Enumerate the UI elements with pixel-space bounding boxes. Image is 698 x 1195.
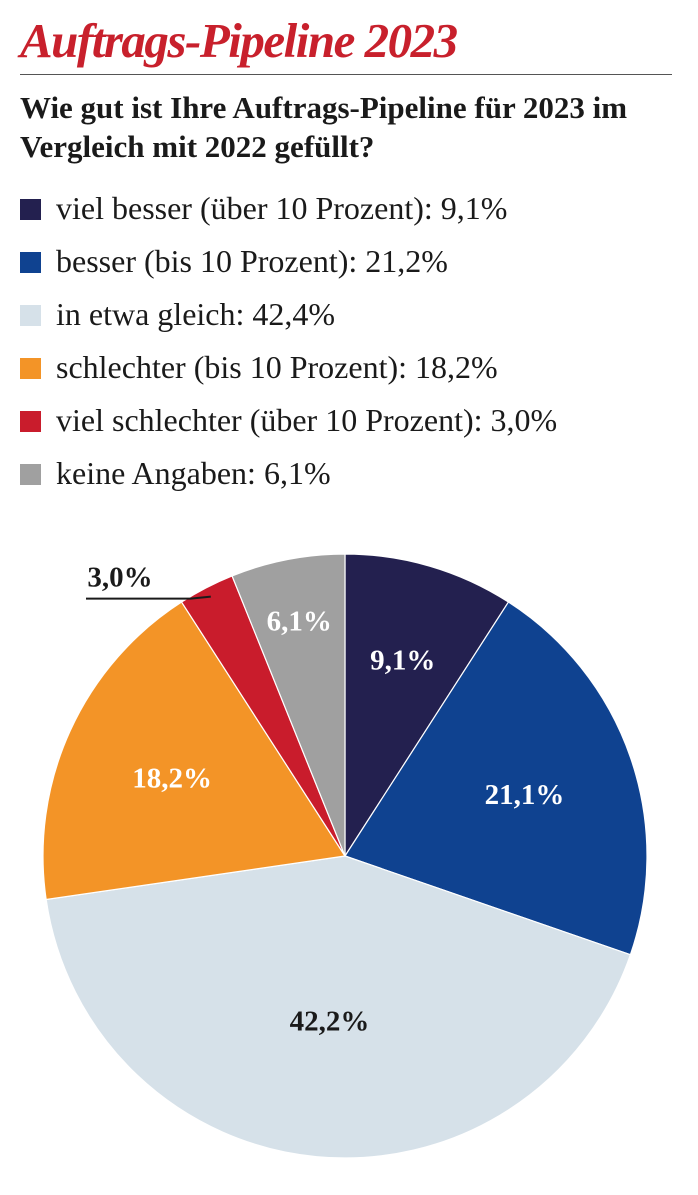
slice-label: 6,1%: [267, 605, 332, 637]
legend-label: keine Angaben: 6,1%: [56, 455, 331, 491]
pie-slice-besser-1: [344, 601, 648, 956]
leader-line: [86, 595, 211, 600]
chart-subtitle: Wie gut ist Ihre Auftrags-Pipeline für 2…: [20, 90, 628, 164]
pie-slice-in-2: [45, 855, 632, 1159]
chart-title: Auftrags-Pipeline 2023: [20, 13, 458, 68]
legend-swatch: [20, 305, 41, 326]
legend-swatch: [20, 199, 41, 220]
pie-slice-keine-5: [231, 553, 346, 857]
legend-swatch: [20, 252, 41, 273]
legend-label: viel schlechter (über 10 Prozent): 3,0%: [56, 402, 558, 438]
slice-label: 18,2%: [132, 762, 212, 794]
pie-slice-viel-0: [344, 553, 510, 859]
slice-label: 9,1%: [370, 644, 435, 676]
legend-label: schlechter (bis 10 Prozent): 18,2%: [56, 349, 498, 385]
slice-label: 21,1%: [485, 779, 565, 811]
legend-swatch: [20, 358, 41, 379]
pie-slice-schlechter-3: [42, 601, 347, 901]
slice-label: 3,0%: [87, 562, 152, 594]
legend-label: in etwa gleich: 42,4%: [56, 296, 336, 332]
legend-label: besser (bis 10 Prozent): 21,2%: [56, 243, 448, 279]
legend-label: viel besser (über 10 Prozent): 9,1%: [56, 190, 508, 226]
slice-label: 42,2%: [290, 1005, 370, 1037]
title-divider: [20, 74, 672, 75]
legend-swatch: [20, 464, 41, 485]
legend-swatch: [20, 411, 41, 432]
